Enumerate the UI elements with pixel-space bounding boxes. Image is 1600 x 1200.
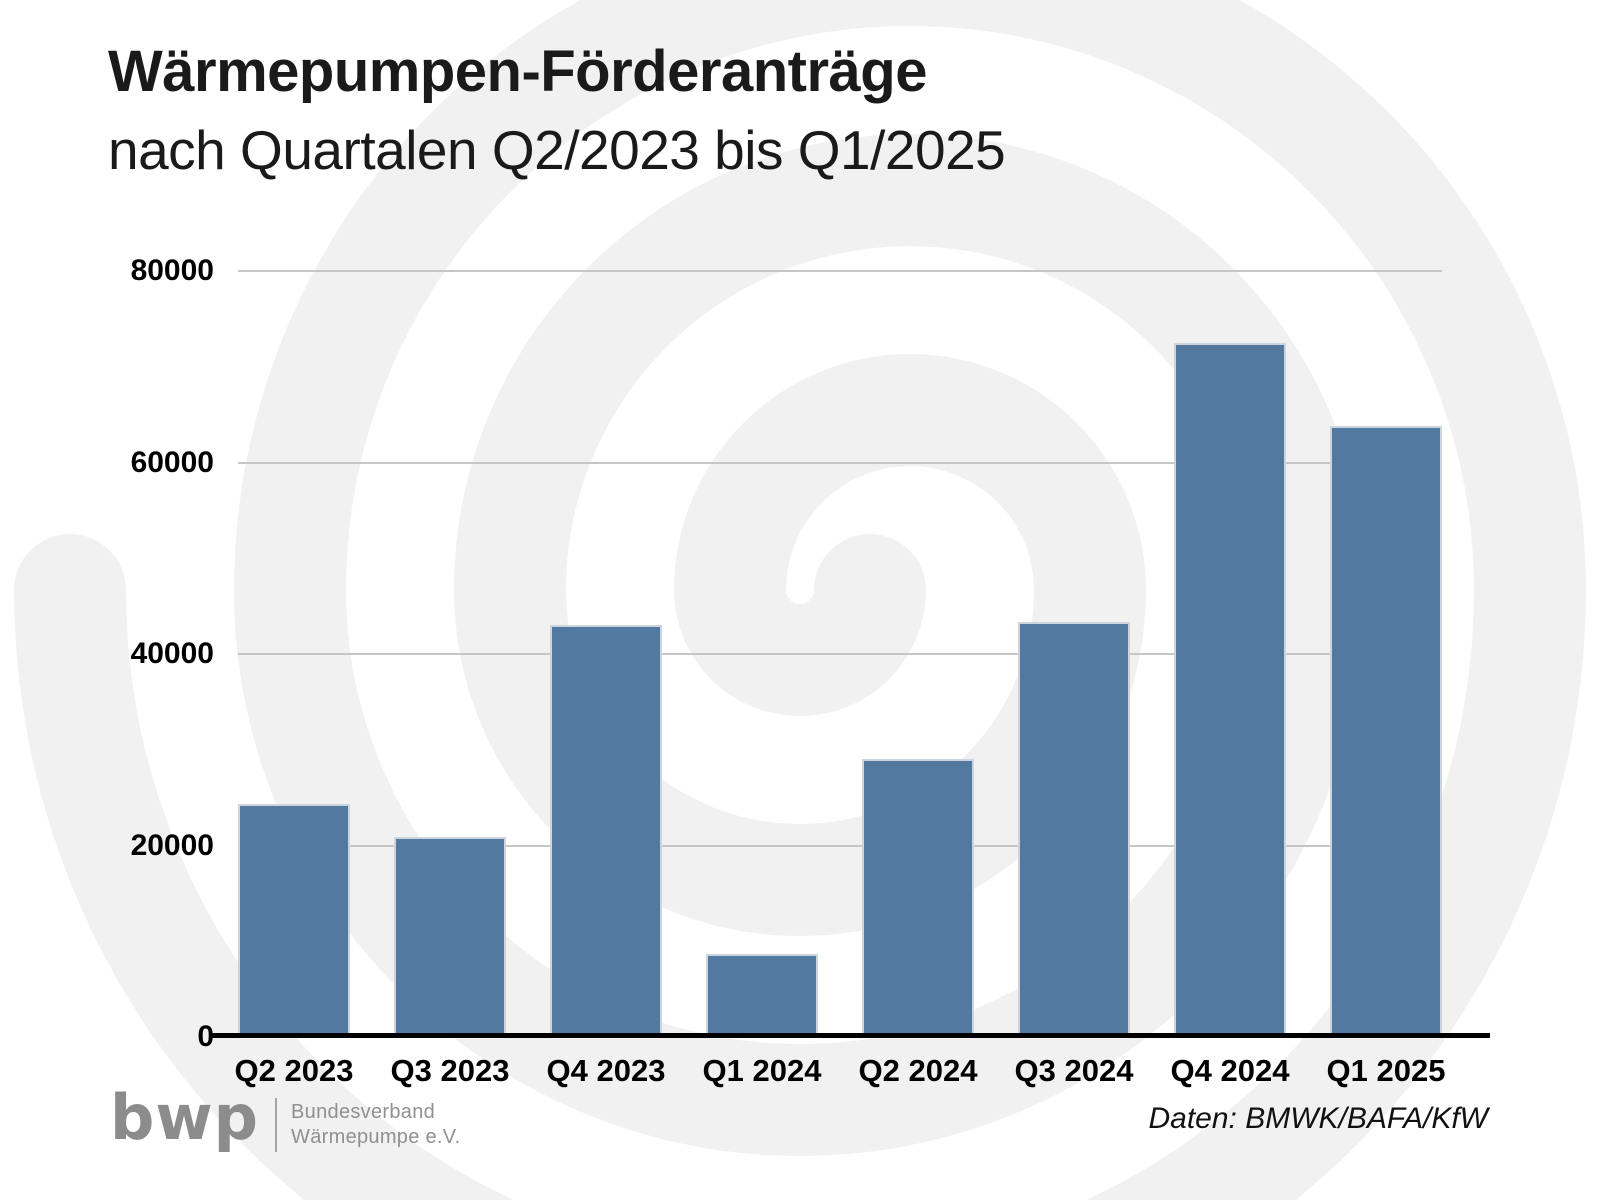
bar-slot-q2-2024: Q2 2024 bbox=[859, 759, 977, 1088]
x-tick-label-q3-2024: Q3 2024 bbox=[1014, 1053, 1134, 1088]
x-tick-label-q1-2024: Q1 2024 bbox=[702, 1053, 822, 1088]
y-tick-label-80000: 80000 bbox=[130, 254, 214, 287]
bwp-logo-mark: bwp bbox=[110, 1081, 260, 1154]
gridline-60000 bbox=[238, 461, 1442, 464]
bar-q2-2024 bbox=[862, 759, 974, 1037]
logo-org-line2: Wärmepumpe e.V. bbox=[291, 1126, 461, 1148]
bar-q3-2024 bbox=[1018, 622, 1130, 1037]
chart-title: Wärmepumpen-Förderanträge bbox=[108, 39, 927, 104]
chart-subtitle: nach Quartalen Q2/2023 bis Q1/2025 bbox=[108, 119, 1006, 181]
bar-slot-q1-2024: Q1 2024 bbox=[703, 953, 821, 1088]
gridline-40000 bbox=[238, 653, 1442, 655]
y-tick-label-60000: 60000 bbox=[130, 445, 214, 479]
bars: Q2 2023 Q3 2023 Q4 2023 Q1 2024 Q2 2024 Q3 20… bbox=[235, 271, 1445, 1088]
bar-slot-q4-2023: Q4 2023 bbox=[547, 625, 665, 1088]
x-tick-label-q4-2024: Q4 2024 bbox=[1170, 1053, 1290, 1088]
x-tick-label-q2-2024: Q2 2024 bbox=[858, 1053, 978, 1088]
bar-q4-2024 bbox=[1174, 342, 1286, 1037]
plot-area: Q2 2023 Q3 2023 Q4 2023 Q1 2024 Q2 2024 Q3 20… bbox=[235, 270, 1445, 1088]
y-tick-label-0: 0 bbox=[197, 1020, 214, 1053]
bar-slot-q1-2025: Q1 2025 bbox=[1327, 426, 1445, 1088]
y-tick-label-40000: 40000 bbox=[130, 637, 214, 670]
source-note: Daten: BMWK/BAFA/KfW bbox=[1148, 1102, 1488, 1135]
gridline-80000 bbox=[238, 270, 1442, 272]
x-tick-label-q1-2025: Q1 2025 bbox=[1326, 1053, 1446, 1088]
x-tick-label-q4-2023: Q4 2023 bbox=[546, 1053, 666, 1088]
bar-q2-2023 bbox=[238, 804, 350, 1037]
gridline-20000 bbox=[238, 844, 1442, 847]
bar-slot-q4-2024: Q4 2024 bbox=[1171, 342, 1289, 1088]
bar-q3-2023 bbox=[394, 836, 506, 1037]
y-tick-label-20000: 20000 bbox=[130, 828, 214, 862]
bwp-logo: bwp Bundesverband Wärmepumpe e.V. bbox=[110, 1087, 460, 1152]
logo-divider bbox=[275, 1098, 278, 1152]
logo-org-name: Bundesverband Wärmepumpe e.V. bbox=[291, 1100, 460, 1150]
bar-q1-2025 bbox=[1330, 426, 1442, 1037]
bar-q4-2023 bbox=[550, 625, 662, 1037]
bar-slot-q3-2023: Q3 2023 bbox=[391, 836, 509, 1088]
x-tick-label-q2-2023: Q2 2023 bbox=[234, 1053, 354, 1088]
bar-slot-q3-2024: Q3 2024 bbox=[1015, 622, 1133, 1088]
bar-slot-q2-2023: Q2 2023 bbox=[235, 804, 353, 1088]
logo-org-line1: Bundesverband bbox=[291, 1101, 436, 1123]
x-tick-label-q3-2023: Q3 2023 bbox=[390, 1053, 510, 1088]
x-axis-line bbox=[210, 1033, 1490, 1038]
bar-q1-2024 bbox=[706, 953, 818, 1037]
